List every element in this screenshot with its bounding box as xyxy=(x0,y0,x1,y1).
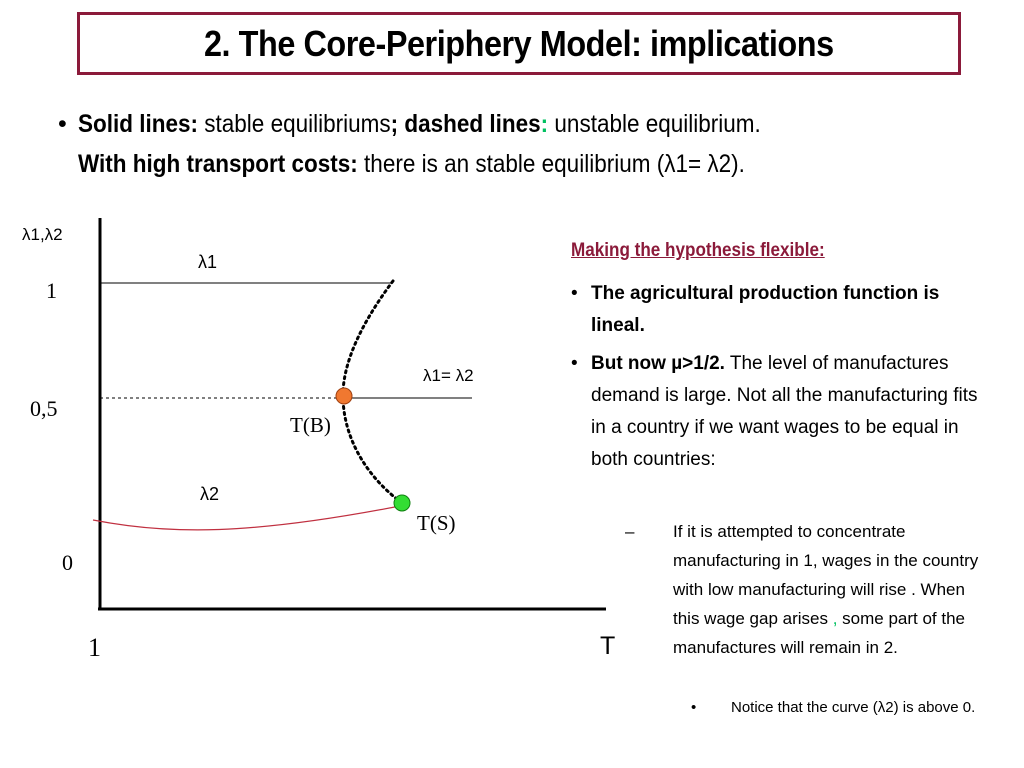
unstable-text: unstable equilibrium. xyxy=(548,110,761,138)
mu-text: The level of manufactures demand is larg… xyxy=(591,353,978,470)
subsub-dot: • xyxy=(691,699,697,716)
equal-lambda-label: λ1= λ2 xyxy=(423,366,474,385)
title-box: 2. The Core-Periphery Model: implication… xyxy=(77,12,961,75)
sub-text: If it is attempted to concentrate manufa… xyxy=(673,517,985,662)
high-transport-label: With high transport costs: xyxy=(78,150,358,178)
stable-text: stable equilibriums xyxy=(198,110,391,138)
y-tick-0: 0 xyxy=(62,550,73,575)
bullet-dot: • xyxy=(58,110,67,138)
hypothesis-heading: Making the hypothesis flexible: xyxy=(571,240,825,261)
y-axis-label: λ1,λ2 xyxy=(22,225,63,244)
sub-text-b: some part of the manufactures will remai… xyxy=(673,609,966,657)
agricultural-text: The agricultural production function is … xyxy=(591,283,940,336)
slide-title: 2. The Core-Periphery Model: implication… xyxy=(204,22,834,64)
green-colon: : xyxy=(540,110,549,138)
lambda2-curve xyxy=(92,505,401,531)
bullet-dot: • xyxy=(571,353,578,374)
lambda1-label: λ1 xyxy=(198,252,217,272)
y-tick-half: 0,5 xyxy=(30,396,58,421)
sub-text-a: If it is attempted to concentrate manufa… xyxy=(673,522,979,628)
solid-lines-label: Solid lines: xyxy=(78,110,199,138)
lambda2-label: λ2 xyxy=(200,484,219,504)
unstable-dotted-curve xyxy=(341,279,404,505)
ts-label: T(S) xyxy=(417,511,456,535)
y-tick-1: 1 xyxy=(46,278,57,303)
green-comma: , xyxy=(832,609,838,628)
subsub-text: Notice that the curve (λ2) is above 0. xyxy=(731,699,976,716)
mu-bold: But now µ>1/2. xyxy=(591,353,725,374)
right-panel: Making the hypothesis flexible: • The ag… xyxy=(571,240,991,716)
tb-label: T(B) xyxy=(290,413,331,437)
bullet-dot: • xyxy=(571,283,578,304)
ts-point xyxy=(393,494,411,512)
x-axis-label: T xyxy=(600,632,615,660)
x-tick-1: 1 xyxy=(88,633,101,662)
dashed-lines-label: ; dashed lines xyxy=(390,110,541,138)
intro-line-2: With high transport costs: there is an s… xyxy=(78,144,745,184)
dash-marker: – xyxy=(625,522,635,541)
equilibrium-text: there is an stable equilibrium (λ1= λ2). xyxy=(357,150,745,178)
tb-point xyxy=(335,387,353,405)
mu-paragraph: But now µ>1/2. The level of manufactures… xyxy=(591,348,986,476)
intro-line-1: Solid lines: stable equilibriums; dashed… xyxy=(78,104,761,144)
